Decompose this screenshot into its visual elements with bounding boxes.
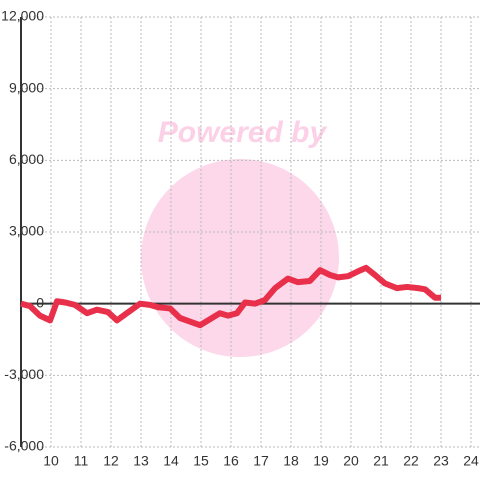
x-tick-label: 19 xyxy=(313,453,329,469)
x-tick-label: 13 xyxy=(133,453,149,469)
x-tick-label: 14 xyxy=(163,453,179,469)
x-tick-label: 18 xyxy=(283,453,299,469)
y-tick-label: -6,000 xyxy=(4,438,44,454)
line xyxy=(20,264,441,329)
x-tick-label: 24 xyxy=(463,453,479,469)
y-tick-label: 6,000 xyxy=(9,151,44,167)
y-tick-label: -3,000 xyxy=(4,366,44,382)
x-tick-label: 10 xyxy=(43,453,59,469)
watermark: Powered by xyxy=(158,116,328,149)
x-tick-label: 15 xyxy=(193,453,209,469)
y-tick-label: 0 xyxy=(36,294,44,310)
x-tick-label: 11 xyxy=(74,453,89,469)
x-tick-label: 20 xyxy=(343,453,359,469)
y-tick-label: 12,000 xyxy=(1,8,44,24)
y-tick-label: 9,000 xyxy=(9,79,44,95)
y-tick-label: 3,000 xyxy=(9,223,44,239)
x-tick-label: 22 xyxy=(403,453,419,469)
x-tick-label: 17 xyxy=(253,453,269,469)
x-tick-label: 16 xyxy=(223,453,239,469)
watermark-circle xyxy=(141,159,339,357)
x-tick-label: 21 xyxy=(373,453,389,469)
x-tick-label: 23 xyxy=(433,453,449,469)
x-tick-label: 12 xyxy=(103,453,119,469)
